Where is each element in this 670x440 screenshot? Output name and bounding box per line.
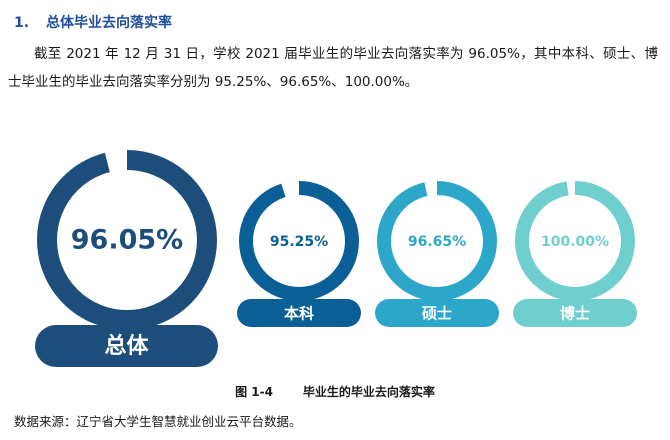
summary-paragraph: 截至 2021 年 12 月 31 日，学校 2021 届毕业生的毕业去向落实率… [8, 46, 658, 90]
section-title: 总体毕业去向落实率 [46, 15, 172, 31]
value-label-undergraduate: 95.25% [270, 234, 328, 250]
category-pill-doctor [513, 299, 637, 327]
donut-undergraduate: 95.25% 本科 [237, 180, 361, 327]
section-heading: 1. 总体毕业去向落实率 [14, 12, 172, 32]
figure-caption: 图 1-4 毕业生的毕业去向落实率 [0, 383, 670, 400]
donut-master: 96.65% 硕士 [375, 180, 499, 327]
category-label-total: 总体 [104, 333, 149, 359]
gap-undergraduate [281, 180, 299, 198]
source-note: 数据来源：辽宁省大学生智慧就业创业云平台数据。 [14, 414, 302, 429]
value-label-doctor: 100.00% [541, 234, 609, 250]
donut-total: 96.05% 总体 [35, 149, 218, 367]
gap-doctor [566, 180, 575, 197]
category-pill-total [35, 325, 218, 367]
figure-label: 图 1-4 [235, 385, 273, 399]
donut-doctor: 100.00% 博士 [513, 180, 637, 327]
figure-title: 毕业生的毕业去向落实率 [302, 385, 435, 399]
category-pill-master [375, 299, 499, 327]
value-label-master: 96.65% [408, 234, 466, 250]
category-label-doctor: 博士 [560, 305, 590, 323]
gap-total [104, 149, 127, 174]
category-pill-undergraduate [237, 299, 361, 327]
gap-master [424, 180, 437, 197]
category-label-undergraduate: 本科 [284, 305, 314, 323]
value-label-total: 96.05% [71, 225, 183, 256]
category-label-master: 硕士 [422, 305, 452, 323]
section-number: 1. [14, 15, 30, 31]
